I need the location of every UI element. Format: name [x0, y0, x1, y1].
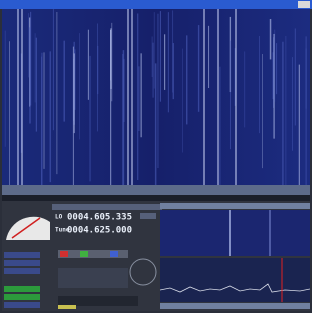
button[interactable]: [4, 286, 40, 292]
lo-label: LO: [55, 214, 63, 221]
button[interactable]: [4, 294, 40, 300]
lo-frequency: 0004.605.335: [67, 213, 132, 223]
button[interactable]: [4, 268, 40, 274]
frequency-scale: [2, 185, 310, 195]
spectrum: [160, 258, 310, 302]
page: {"display": {"lo_label": "LO", "lo_freq"…: [0, 0, 312, 313]
close-button[interactable]: [298, 1, 310, 8]
button[interactable]: [4, 252, 40, 258]
button[interactable]: [4, 302, 40, 308]
button[interactable]: [140, 213, 156, 219]
af-footer: [160, 303, 310, 309]
mode-button[interactable]: [80, 251, 88, 257]
mode-button[interactable]: [60, 251, 68, 257]
tune-frequency: 0004.625.000: [67, 226, 132, 236]
app-window: LO 0004.605.335 Tune 0004.625.000: [0, 0, 312, 313]
mode-button[interactable]: [110, 251, 118, 257]
level-bar: [58, 305, 76, 309]
rf-header: [160, 203, 310, 209]
af-waterfall: [160, 210, 310, 256]
title-bar: [0, 0, 312, 9]
menu-buttons[interactable]: [52, 204, 162, 210]
settings-grid: [58, 268, 128, 288]
button[interactable]: [4, 260, 40, 266]
scale-gap: [2, 195, 310, 201]
status-area: [58, 296, 138, 306]
